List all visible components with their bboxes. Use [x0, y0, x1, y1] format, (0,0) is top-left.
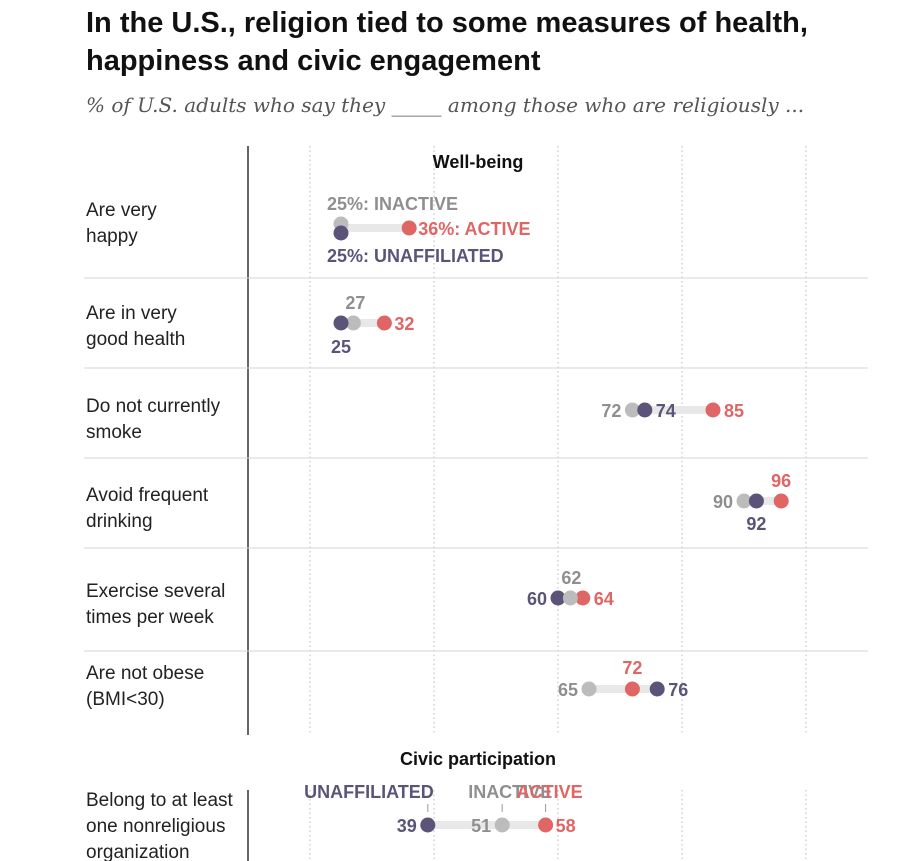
row-label-line: good health: [86, 329, 185, 350]
active-value-label: 96: [771, 471, 791, 491]
row-label: Do not currently smoke: [86, 396, 221, 443]
unaffiliated-value-label: 25%: UNAFFILIATED: [327, 246, 504, 266]
row-label-line: one nonreligious: [86, 816, 225, 837]
unaffiliated-value-label: 39: [397, 816, 417, 836]
inactive-value-label: 27: [345, 293, 365, 313]
row-label-line: smoke: [86, 422, 142, 443]
unaffiliated-dot: [550, 590, 566, 606]
row-label-line: happy: [86, 226, 138, 247]
row-label: Are very happy: [86, 200, 157, 247]
active-value-label: 32: [394, 314, 414, 334]
legend-inactive: INACTIVE: [468, 782, 552, 802]
unaffiliated-dot: [748, 493, 764, 509]
row-label: Belong to at least one nonreligious organi…: [86, 790, 234, 861]
active-value-label: 36%: ACTIVE: [418, 219, 530, 239]
active-value-label: 64: [594, 589, 614, 609]
inactive-value-label: 62: [561, 568, 581, 588]
active-dot: [538, 817, 554, 833]
row-label-line: Are not obese: [86, 663, 204, 684]
row-label-line: Avoid frequent: [86, 485, 209, 506]
inactive-dot: [581, 681, 597, 697]
inactive-dot: [345, 315, 361, 331]
inactive-value-label: 51: [471, 816, 491, 836]
unaffiliated-dot: [333, 315, 349, 331]
active-value-label: 58: [556, 816, 576, 836]
row-label-line: organization: [86, 842, 190, 861]
row-label-line: (BMI<30): [86, 689, 165, 710]
unaffiliated-dot: [637, 402, 653, 418]
chart-title: In the U.S., religion tied to some measu…: [86, 7, 808, 77]
unaffiliated-dot: [649, 681, 665, 697]
row-label-line: Do not currently: [86, 396, 221, 417]
unaffiliated-dot: [333, 225, 349, 241]
row-label-line: Belong to at least: [86, 790, 234, 811]
row-label: Exercise several times per week: [86, 581, 225, 628]
active-dot: [575, 590, 591, 606]
unaffiliated-value-label: 74: [656, 401, 676, 421]
inactive-dot: [624, 402, 640, 418]
active-value-label: 72: [622, 658, 642, 678]
row-label-line: drinking: [86, 511, 153, 532]
row-label: Avoid frequent drinking: [86, 485, 209, 532]
row-label-line: Are very: [86, 200, 157, 221]
section-title-civic: Civic participation: [400, 749, 556, 769]
inactive-dot: [562, 590, 578, 606]
active-dot: [376, 315, 392, 331]
inactive-value-label: 65: [558, 680, 578, 700]
row-label-line: Exercise several: [86, 581, 225, 602]
row-label-line: Are in very: [86, 303, 177, 324]
inactive-value-label: 72: [601, 401, 621, 421]
unaffiliated-value-label: 25: [331, 337, 351, 357]
legend-active: ACTIVE: [517, 782, 583, 802]
unaffiliated-value-label: 92: [746, 514, 766, 534]
row-label-line: times per week: [86, 607, 214, 628]
unaffiliated-value-label: 60: [527, 589, 547, 609]
active-dot: [773, 493, 789, 509]
inactive-value-label: 25%: INACTIVE: [327, 194, 458, 214]
row-label: Are not obese (BMI<30): [86, 663, 204, 710]
inactive-dot: [494, 817, 510, 833]
active-dot: [705, 402, 721, 418]
row-label: Are in very good health: [86, 303, 185, 350]
inactive-value-label: 90: [713, 492, 733, 512]
active-dot: [624, 681, 640, 697]
active-dot: [401, 220, 417, 236]
active-value-label: 85: [724, 401, 744, 421]
chart-subtitle: % of U.S. adults who say they _____ amon…: [86, 93, 805, 117]
section-title-well-being: Well-being: [433, 152, 524, 172]
legend-unaffiliated: UNAFFILIATED: [304, 782, 434, 802]
inactive-dot: [736, 493, 752, 509]
unaffiliated-dot: [420, 817, 436, 833]
unaffiliated-value-label: 76: [668, 680, 688, 700]
